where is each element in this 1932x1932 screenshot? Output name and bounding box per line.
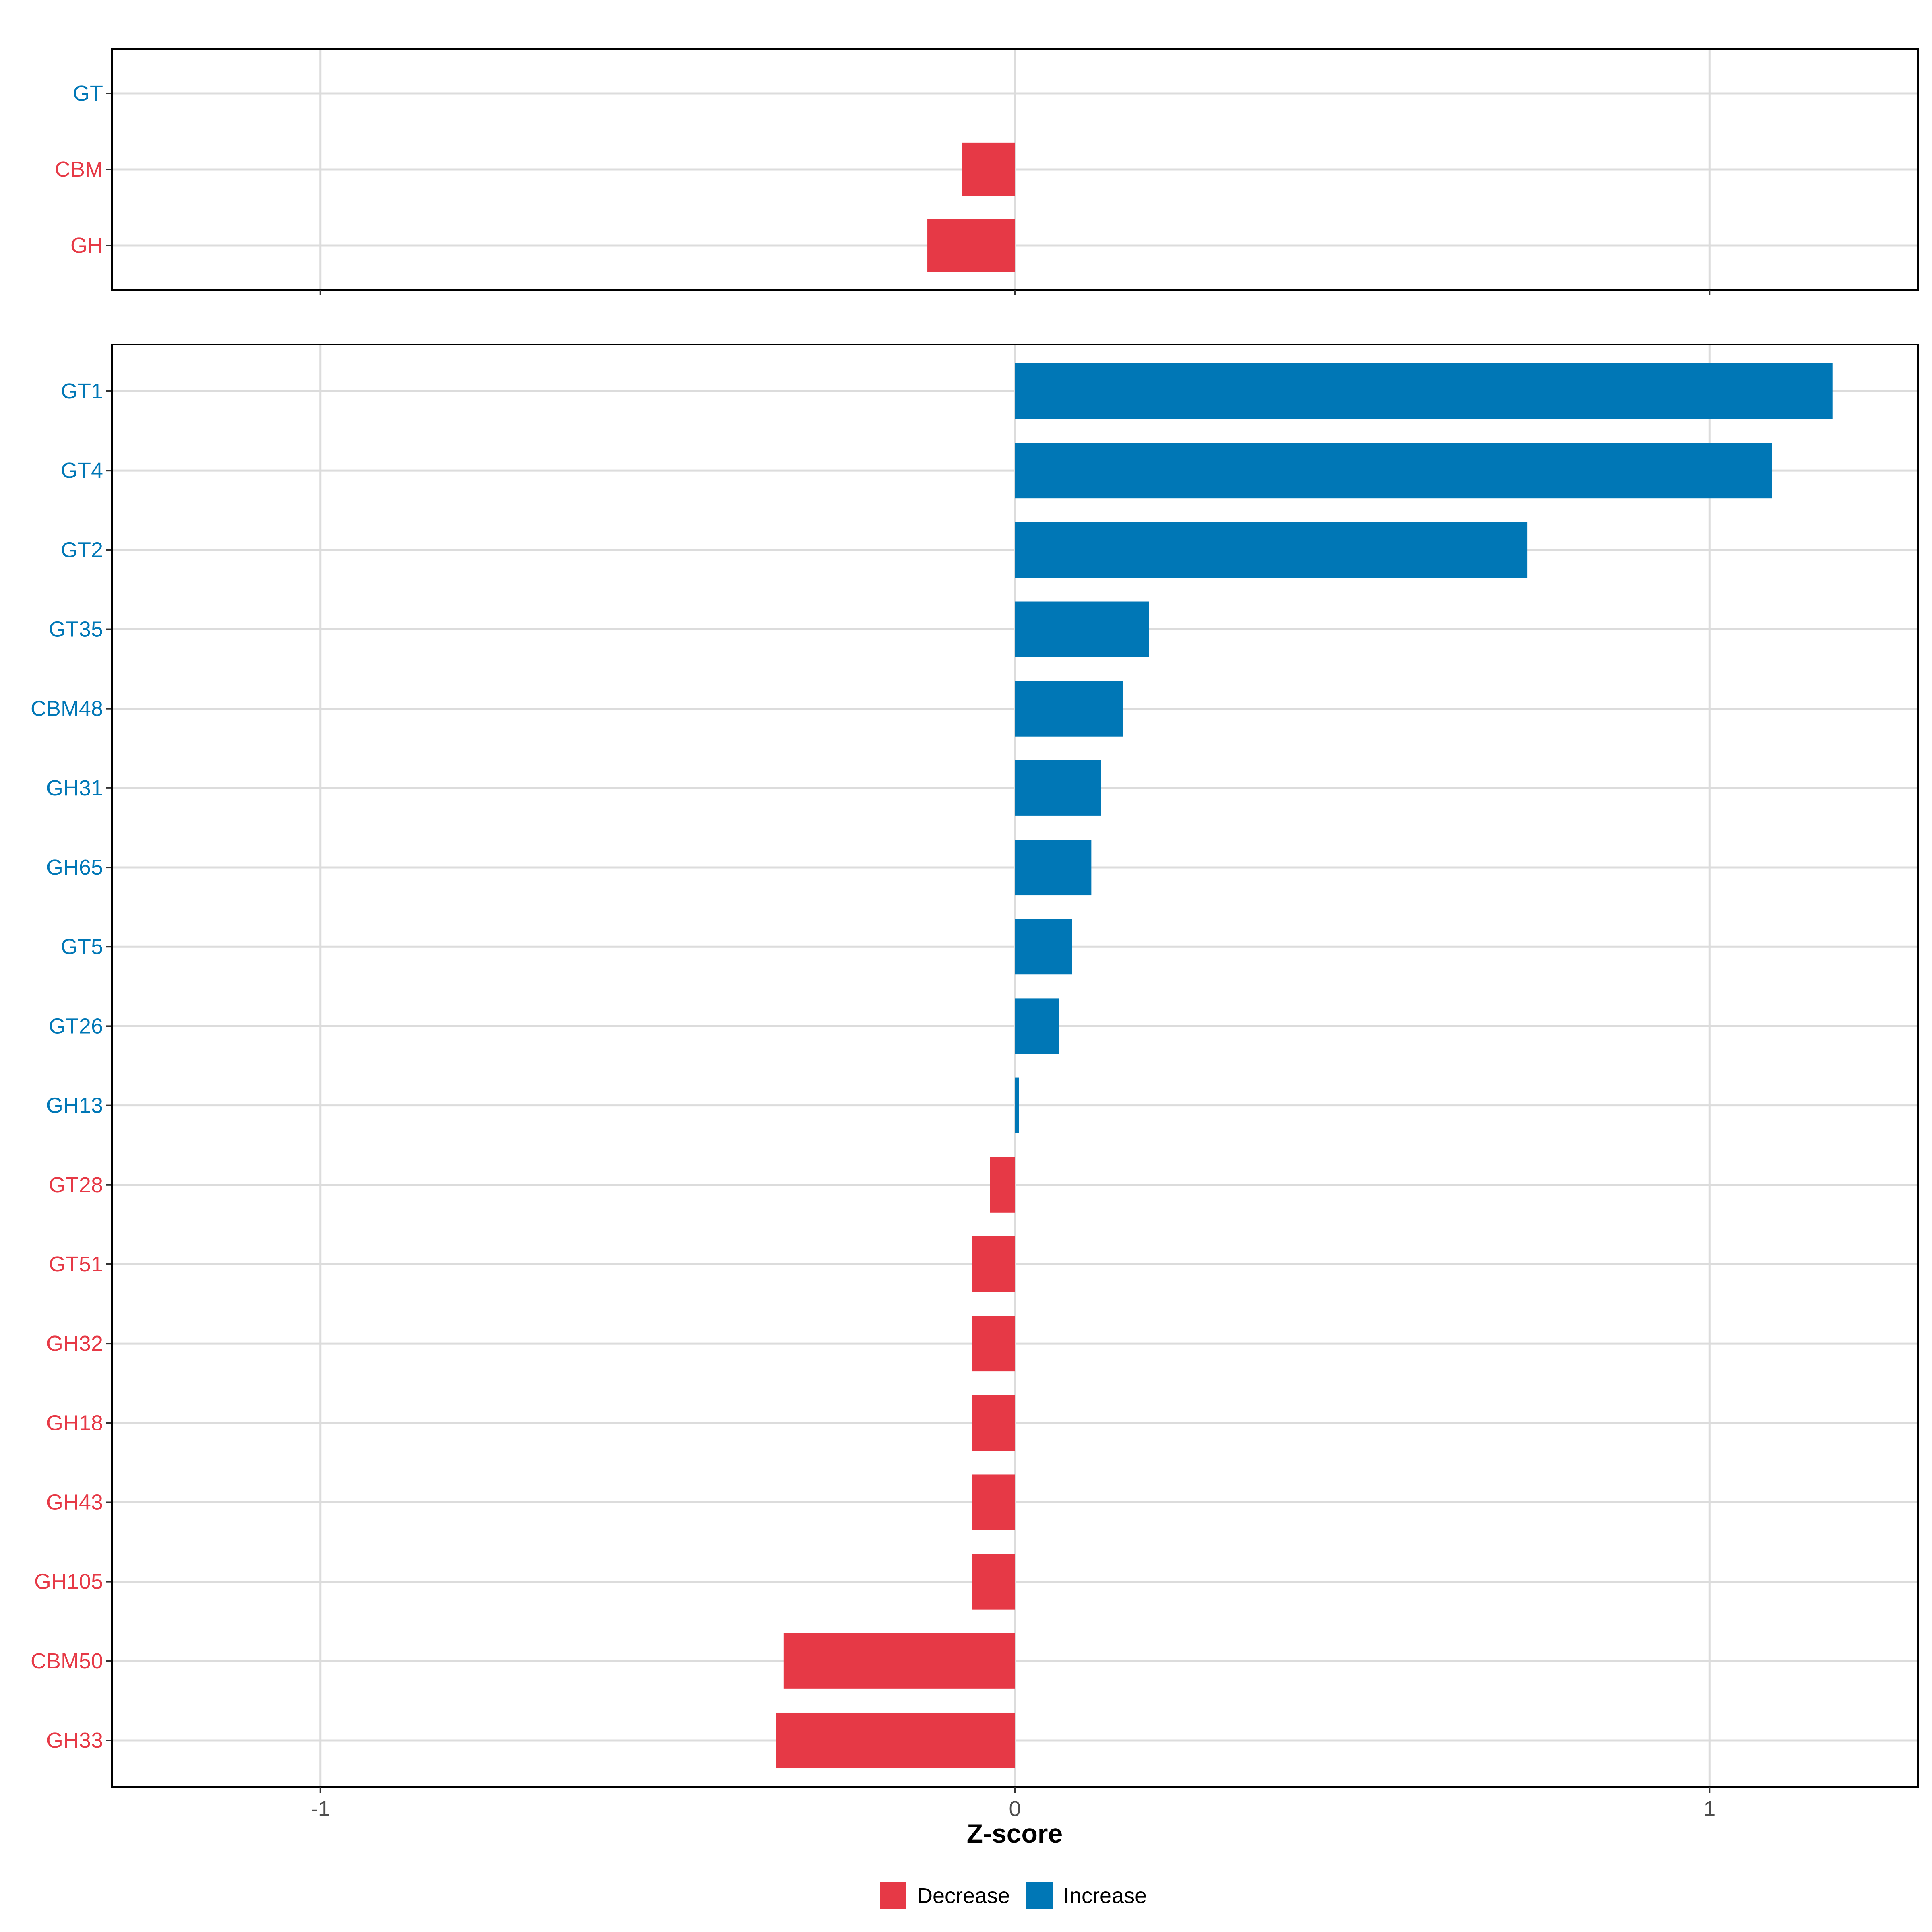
y-tick-label: GT1 [61, 379, 103, 403]
bar-gt5 [1015, 919, 1072, 975]
y-tick-label: GT5 [61, 935, 103, 959]
bar-cbm50 [783, 1633, 1015, 1689]
x-axis: -1 0 1 [311, 1797, 1716, 1821]
family-panel: GT1 GT4 GT2 GT35 CBM48 GH31 GH65 GT5 GT26 GH13 GT2… [31, 344, 1919, 1793]
bar-gt26 [1015, 998, 1059, 1054]
bar-gh13 [1015, 1077, 1019, 1133]
legend: Decrease Increase [880, 1882, 1147, 1909]
class-panel: GT CBM GH [55, 48, 1919, 295]
y-tick-label: GH18 [46, 1411, 103, 1435]
legend-key-increase [1026, 1882, 1053, 1909]
x-tick-label: -1 [311, 1797, 330, 1821]
panels-layer: GT CBM GH GT1 GT4 GT2 GT35 CBM48 GH31 GH65 GT5 GT26… [31, 48, 1919, 1793]
y-tick-label: GT26 [49, 1014, 103, 1038]
y-tick-label: GH105 [34, 1570, 103, 1594]
y-tick-label: CBM48 [31, 697, 103, 721]
x-tick-label: 1 [1703, 1797, 1715, 1821]
legend-label-decrease: Decrease [917, 1884, 1010, 1908]
bar-gt28 [990, 1157, 1015, 1213]
y-tick-label: GH [70, 233, 103, 258]
y-tick-label: GT2 [61, 538, 103, 562]
bar-gh43 [972, 1474, 1015, 1530]
y-tick-label: CBM [55, 157, 103, 182]
y-tick-label: GH33 [46, 1728, 103, 1752]
bar-gt1 [1015, 363, 1833, 419]
bar-cbm48 [1015, 681, 1123, 737]
y-tick-label: GT51 [49, 1252, 103, 1276]
y-tick-label: GT35 [49, 617, 103, 642]
y-tick-label: GH32 [46, 1331, 103, 1356]
bar-gh [927, 219, 1015, 272]
y-tick-label: GH13 [46, 1094, 103, 1118]
y-tick-label: GH65 [46, 855, 103, 879]
bar-gt35 [1015, 601, 1149, 657]
y-tick-label: GT28 [49, 1173, 103, 1197]
y-tick-label: GT4 [61, 458, 103, 483]
bar-gt2 [1015, 522, 1528, 578]
y-tick-label: GH43 [46, 1490, 103, 1514]
bar-gh32 [972, 1316, 1015, 1372]
y-tick-label: CBM50 [31, 1649, 103, 1673]
bar-gt4 [1015, 443, 1772, 499]
bar-gh105 [972, 1554, 1015, 1610]
bar-gh65 [1015, 840, 1092, 896]
bar-cbm [962, 142, 1015, 196]
legend-label-increase: Increase [1063, 1884, 1147, 1908]
bar-gh18 [972, 1395, 1015, 1451]
x-tick-label: 0 [1009, 1797, 1021, 1821]
legend-item-increase: Increase [1026, 1882, 1147, 1909]
bar-gh31 [1015, 760, 1101, 816]
bar-gh33 [776, 1712, 1015, 1769]
legend-item-decrease: Decrease [880, 1882, 1010, 1909]
y-tick-label: GT [73, 81, 103, 105]
y-tick-label: GH31 [46, 776, 103, 800]
legend-key-decrease [880, 1882, 906, 1909]
bar-gt51 [972, 1236, 1015, 1292]
x-axis-title: Z-score [967, 1818, 1063, 1848]
